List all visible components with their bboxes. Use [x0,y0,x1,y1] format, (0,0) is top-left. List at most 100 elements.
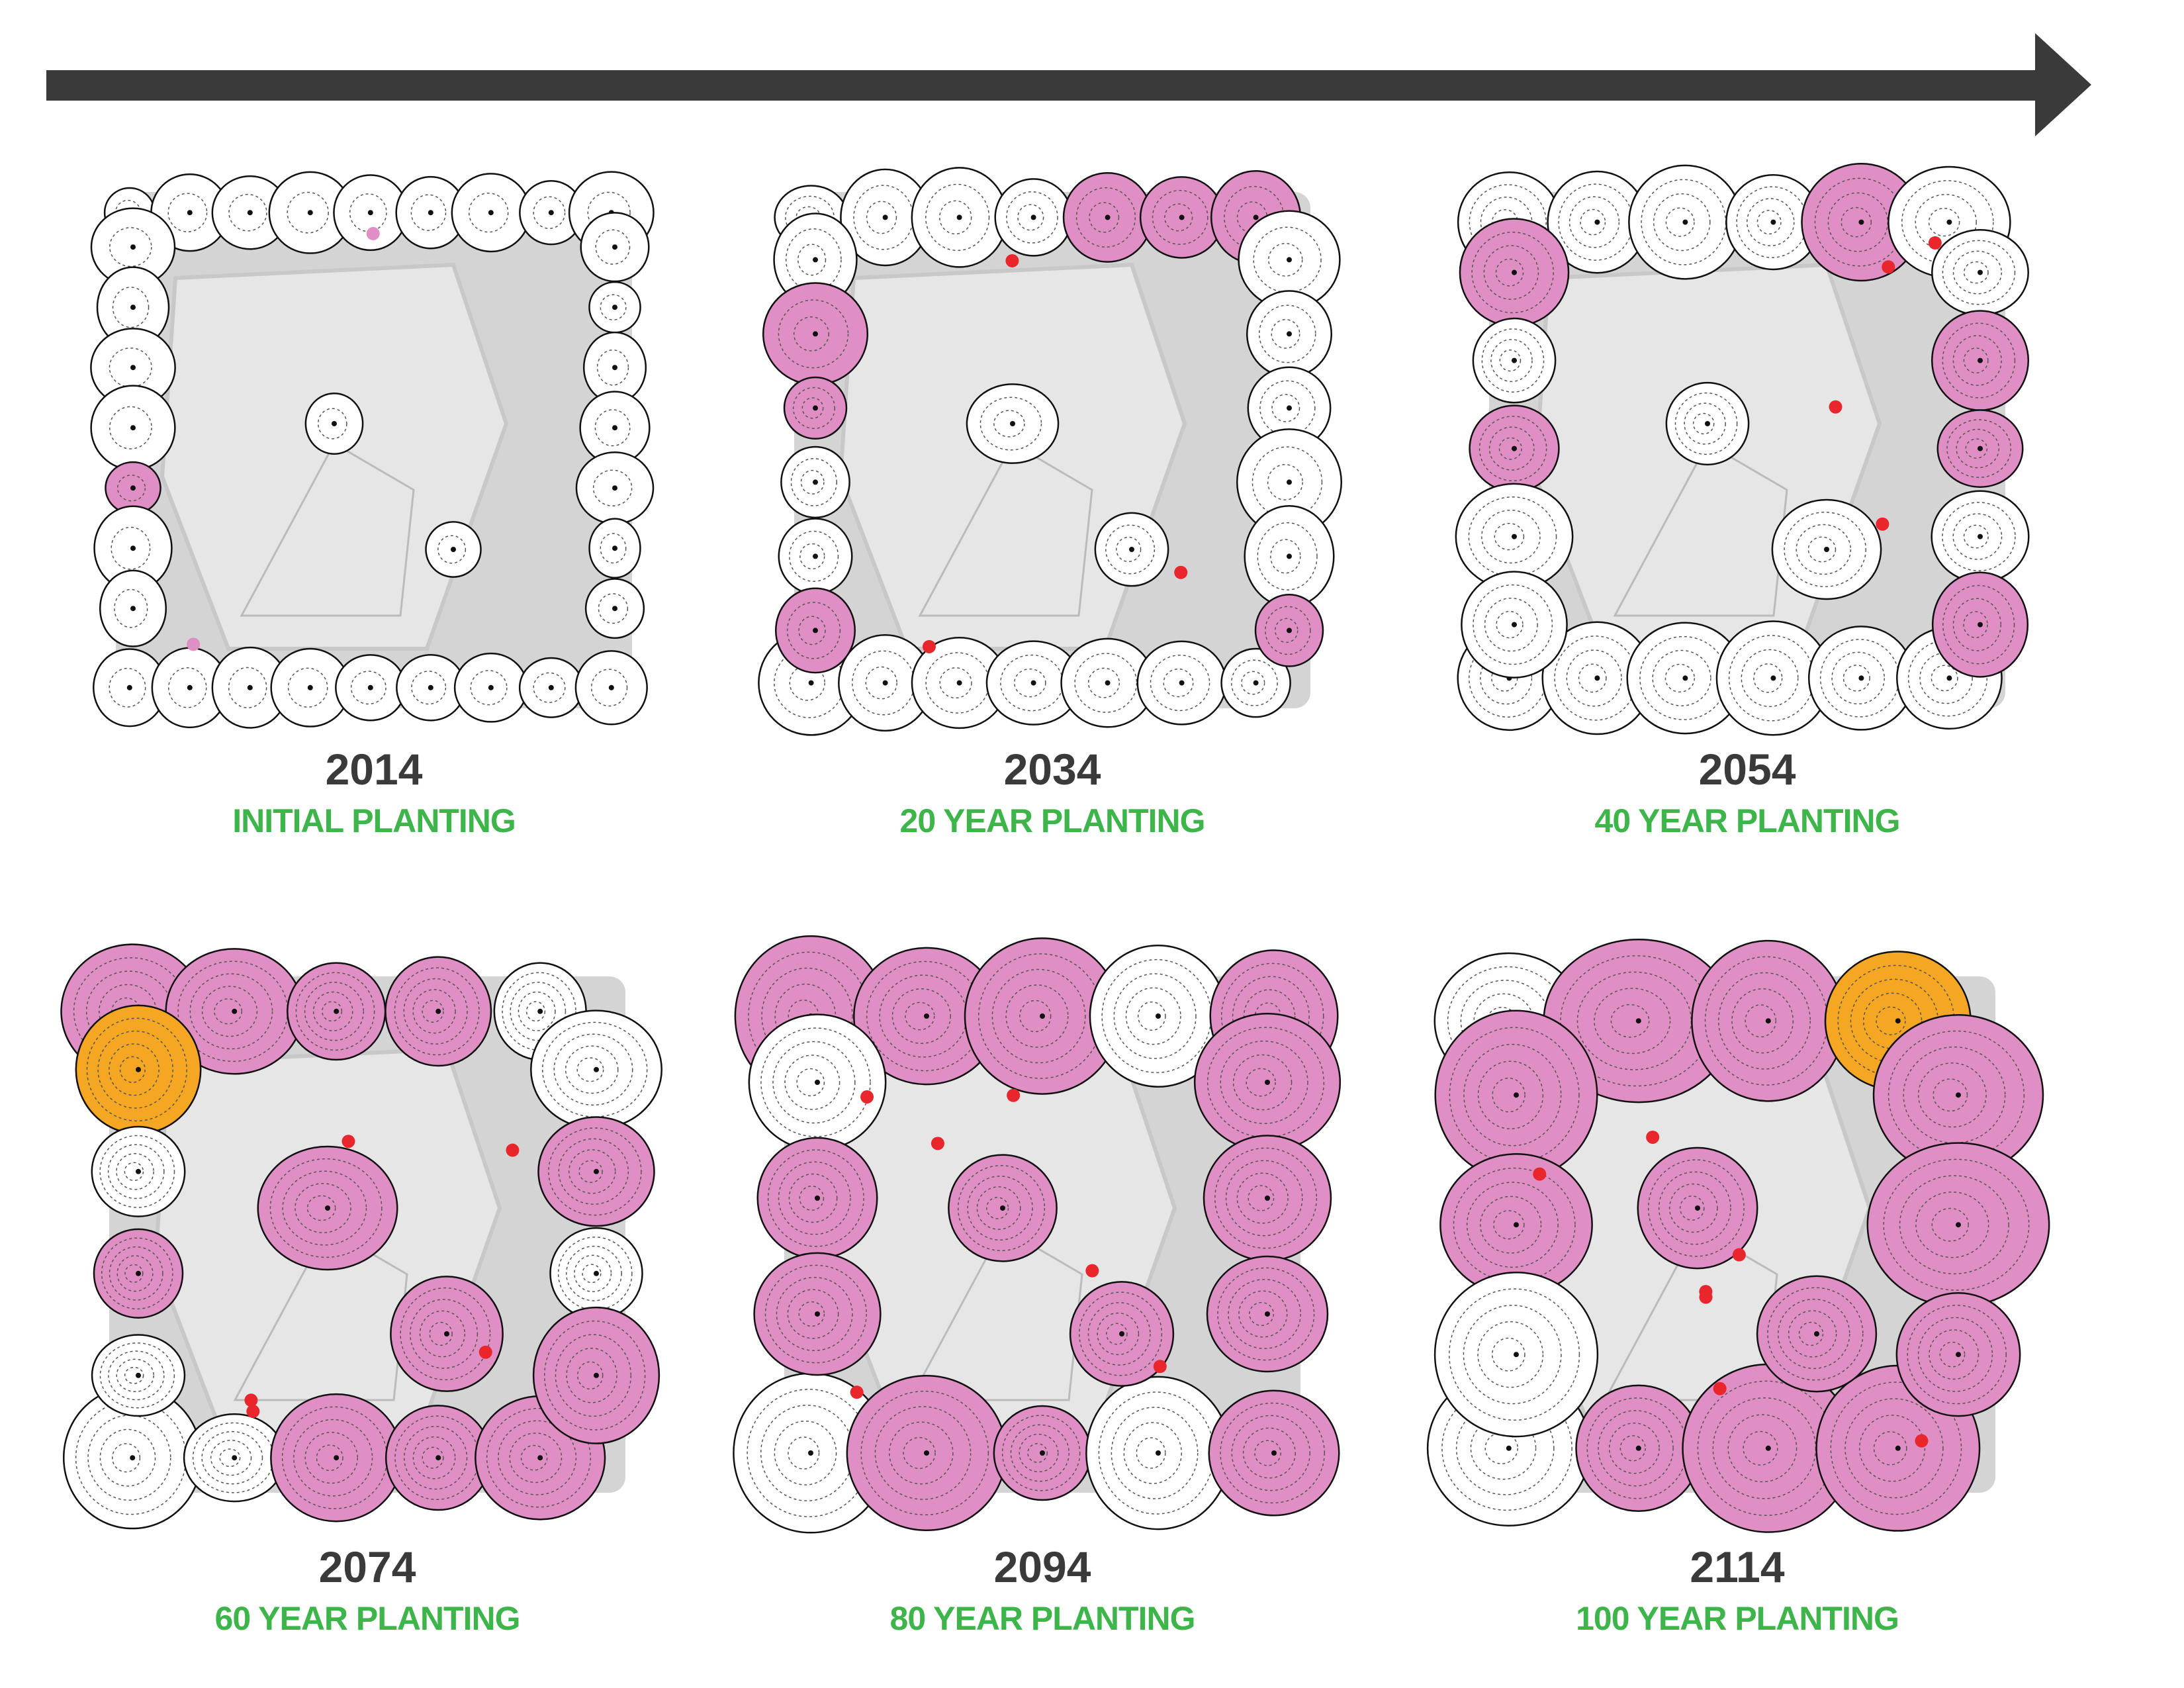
canopy-ring [1228,1279,1301,1349]
seedling [1005,254,1019,267]
canopy-ring [1899,1175,2009,1275]
canopy-ring [1477,1321,1544,1388]
tree-trunk [1978,622,1983,628]
tree-trunk [815,1080,820,1085]
canopy-ring [99,1342,175,1409]
canopy-ring [219,1448,241,1468]
canopy-ring [1963,524,1989,549]
canopy-ring [1796,524,1852,575]
tree-trunk [435,1455,441,1461]
canopy-ring [1647,1159,1745,1257]
seedling [246,1405,260,1419]
canopy-ring [1788,1310,1837,1358]
canopy-ring [1163,668,1194,698]
canopy-ring [1010,1424,1069,1482]
tree-trunk [612,425,617,431]
canopy-ring [891,988,951,1045]
canopy-ring [1784,512,1866,587]
canopy-ring [1753,663,1783,693]
canopy-ring [1463,1043,1562,1147]
tree-trunk [428,210,433,216]
tree-trunk [444,1331,449,1336]
canopy-ring [1952,513,2003,560]
canopy-ring [1876,1006,1906,1035]
canopy-ring [510,982,567,1041]
canopy-ring [1888,1030,2025,1160]
canopy-ring [1492,1077,1525,1113]
canopy-ring [1942,502,2016,571]
seedling [341,1135,355,1149]
seedling [1646,1130,1660,1144]
canopy-ring [1017,204,1044,231]
canopy-ring [1831,651,1886,705]
canopy-ring [295,1183,351,1233]
tree-trunk [325,1205,330,1211]
tree-trunk [130,485,136,491]
canopy-ring [792,387,836,430]
canopy-ring [760,1027,871,1137]
canopy-ring [600,294,627,320]
canopy-ring [1111,1407,1199,1499]
canopy-ring [976,1186,1021,1230]
canopy-ring [107,1144,165,1199]
canopy-ring [1463,1305,1562,1405]
canopy-ring [295,972,375,1051]
tree-trunk [334,1008,340,1014]
tree-trunk [1512,269,1517,275]
canopy-ring [228,193,267,232]
tree-trunk [1512,622,1517,628]
panel-year: 2114 [1690,1542,1784,1591]
canopy-ring [109,667,146,708]
canopy-ring [784,1055,841,1110]
tree-trunk [1512,534,1517,539]
canopy-ring [410,1299,478,1369]
seedling [1829,400,1843,414]
canopy-ring [1152,189,1208,245]
canopy-ring [1231,659,1278,706]
tree-trunk [451,547,456,552]
canopy-ring [306,1195,336,1221]
seedling [850,1385,864,1399]
canopy-ring [888,1421,954,1485]
canopy-ring [287,667,328,708]
canopy-ring [1473,584,1553,665]
canopy-ring [565,1045,619,1094]
canopy-ring [1928,207,1960,237]
canopy-ring [986,1197,1009,1219]
canopy-ring [1608,1423,1660,1474]
canopy-ring [412,1436,456,1479]
tree-trunk [1765,1445,1771,1451]
tree-trunk [1287,257,1292,263]
canopy-ring [1214,1147,1318,1249]
tree-trunk [1514,1352,1519,1358]
canopy-ring [210,1440,252,1476]
canopy-ring [1907,1305,2007,1405]
tree-trunk [1765,1018,1771,1024]
canopy-ring [114,588,148,628]
canopy-ring [304,982,364,1041]
canopy-ring [1105,524,1156,575]
canopy-ring [322,1001,343,1022]
canopy-ring [558,1138,629,1205]
canopy-ring [1652,649,1711,706]
canopy-ring [1019,1433,1059,1473]
tree-trunk [612,485,617,491]
canopy-ring [1225,1160,1303,1237]
canopy-ring [1952,335,2002,386]
tree-trunk [813,479,818,485]
canopy-ring [557,1237,633,1311]
canopy-ring [600,533,627,564]
canopy-ring [598,593,629,624]
timeline-arrow [46,33,2091,136]
panel-year: 2074 [319,1542,416,1591]
canopy-ring [1275,618,1298,643]
canopy-ring [1578,663,1607,693]
canopy-ring [787,1289,839,1339]
tree-trunk [1682,219,1688,225]
canopy-ring [1014,668,1046,698]
canopy-ring [109,1246,163,1301]
tree-trunk [1895,1018,1901,1024]
tree-trunk [136,1066,141,1072]
canopy-ring [903,1436,936,1470]
canopy-ring [1471,232,1554,314]
